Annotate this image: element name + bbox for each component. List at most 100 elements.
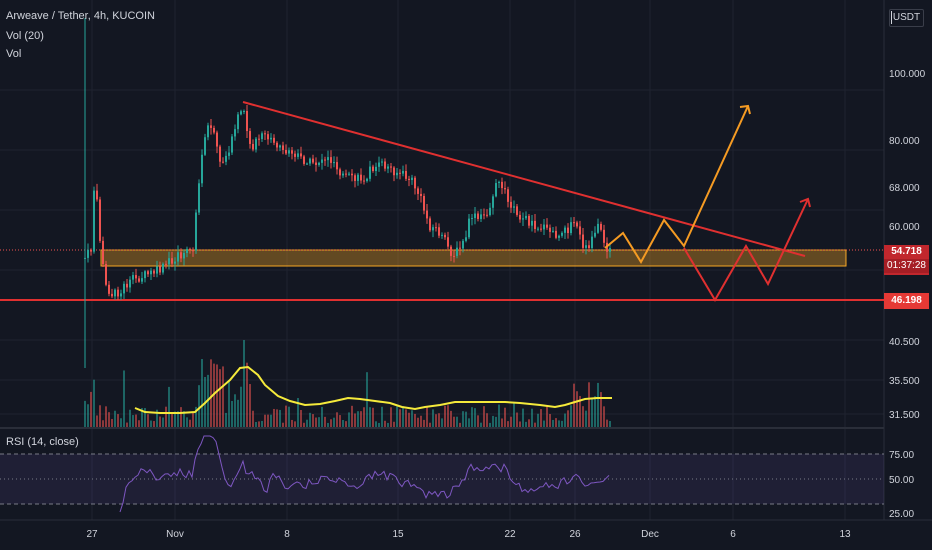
- rsi-indicator-label[interactable]: RSI (14, close): [6, 436, 79, 448]
- candle-body: [417, 188, 419, 194]
- volume-bar: [309, 412, 311, 427]
- volume-bar: [120, 418, 122, 427]
- rsi-line: [119, 435, 610, 513]
- candle-body: [477, 213, 479, 219]
- bearish-projection[interactable]: [683, 198, 809, 302]
- candle-body: [279, 145, 281, 148]
- volume-bar: [144, 408, 146, 427]
- candle-body: [564, 227, 566, 233]
- candle-body: [603, 229, 605, 243]
- volume-bar: [603, 406, 605, 427]
- candle-body: [393, 167, 395, 176]
- volume-bar: [246, 362, 248, 427]
- volume-bar: [291, 419, 293, 427]
- candle-body: [324, 159, 326, 161]
- candle-body: [156, 266, 158, 274]
- volume-bar: [411, 410, 413, 427]
- candle-body: [336, 162, 338, 170]
- symbol-title[interactable]: Arweave / Tether, 4h, KUCOIN: [6, 10, 155, 22]
- candle-body: [414, 177, 416, 189]
- volume-bar: [609, 421, 611, 427]
- candle-body: [306, 163, 308, 165]
- candle-body: [108, 284, 110, 294]
- volume-bar: [261, 420, 263, 427]
- volume-bar: [402, 406, 404, 427]
- volume-bar: [285, 405, 287, 427]
- candle-body: [501, 181, 503, 189]
- volume-bar: [216, 364, 218, 427]
- price-tick: 35.500: [889, 376, 920, 387]
- volume-indicator-label[interactable]: Vol (20): [6, 30, 44, 42]
- volume-bar: [372, 407, 374, 427]
- volume-bar: [552, 419, 554, 427]
- candle-body: [198, 183, 200, 213]
- volume-bar: [561, 420, 563, 427]
- volume-bar: [99, 405, 101, 427]
- volume-bar: [186, 417, 188, 427]
- volume-bar: [513, 402, 515, 427]
- support-zone[interactable]: [100, 249, 847, 267]
- volume-bar: [108, 412, 110, 427]
- volume-bar: [387, 422, 389, 427]
- time-tick: 15: [392, 529, 404, 540]
- volume-bar: [390, 407, 392, 427]
- candle-body: [111, 293, 113, 297]
- volume-bar: [363, 407, 365, 427]
- volume-bar: [183, 411, 185, 427]
- candle-body: [168, 258, 170, 265]
- volume-bar: [573, 383, 575, 427]
- volume-bar: [288, 406, 290, 427]
- candle-body: [93, 190, 95, 252]
- candle-body: [516, 206, 518, 215]
- candle-body: [474, 213, 476, 218]
- candle-body: [429, 218, 431, 231]
- candle-body: [354, 175, 356, 181]
- descending-trendline[interactable]: [242, 101, 806, 257]
- volume-bar: [105, 406, 107, 427]
- candle-body: [405, 170, 407, 179]
- price-tick: 80.000: [889, 136, 920, 147]
- volume-bar: [153, 421, 155, 427]
- volume-bar: [162, 417, 164, 427]
- volume-bar: [555, 418, 557, 427]
- volume-bar: [87, 404, 89, 427]
- candle-body: [492, 196, 494, 208]
- volume-bar: [438, 413, 440, 427]
- volume-bar: [231, 400, 233, 427]
- volume-bar: [384, 420, 386, 427]
- time-tick: Nov: [166, 529, 184, 540]
- candle-body: [288, 150, 290, 154]
- volume-bar: [522, 408, 524, 427]
- candle-body: [342, 173, 344, 176]
- bullish-projection-arrow: [739, 104, 751, 115]
- price-tick: 100.000: [889, 69, 926, 80]
- volume-bar: [234, 394, 236, 427]
- volume-bar: [396, 406, 398, 427]
- candle-body: [294, 153, 296, 157]
- time-tick: 22: [504, 529, 516, 540]
- volume-bar: [342, 420, 344, 427]
- candle-body: [384, 161, 386, 169]
- candle-body: [144, 271, 146, 279]
- candle-body: [588, 245, 590, 249]
- candle-body: [138, 278, 140, 282]
- candle-body: [126, 283, 128, 288]
- volume-bar: [516, 412, 518, 427]
- volume-bar: [168, 386, 170, 427]
- candle-body: [570, 222, 572, 234]
- time-tick: 13: [839, 529, 851, 540]
- bullish-projection[interactable]: [604, 105, 749, 264]
- candle-body: [402, 170, 404, 174]
- volume-bar: [576, 391, 578, 427]
- volume-bar: [93, 379, 95, 427]
- volume-bar: [399, 409, 401, 427]
- candle-body: [192, 250, 194, 252]
- currency-divider: [891, 11, 892, 24]
- volume-bar: [357, 411, 359, 427]
- volume-bar: [189, 419, 191, 427]
- volume-bar: [348, 412, 350, 427]
- candle-body: [267, 134, 269, 140]
- volume-bar: [249, 384, 251, 427]
- currency-selector[interactable]: USDT: [889, 9, 924, 27]
